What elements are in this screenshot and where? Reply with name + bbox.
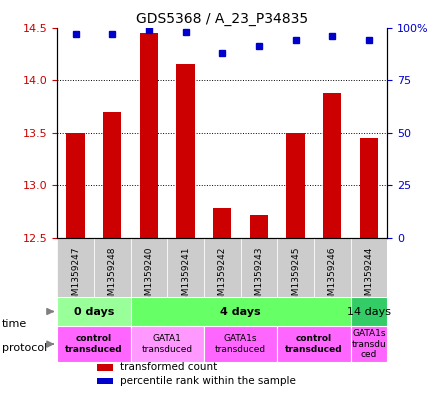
Text: GSM1359247: GSM1359247 <box>71 247 80 307</box>
Text: GATA1
transduced: GATA1 transduced <box>142 334 193 354</box>
Bar <box>103 112 121 238</box>
Text: GSM1359243: GSM1359243 <box>254 247 264 307</box>
Text: 14 days: 14 days <box>347 307 391 316</box>
FancyBboxPatch shape <box>351 326 387 362</box>
Text: 0 days: 0 days <box>73 307 114 316</box>
Text: GSM1359241: GSM1359241 <box>181 247 190 307</box>
Bar <box>176 64 194 238</box>
Text: GSM1359245: GSM1359245 <box>291 247 300 307</box>
FancyBboxPatch shape <box>167 238 204 297</box>
FancyBboxPatch shape <box>277 326 351 362</box>
FancyBboxPatch shape <box>351 238 387 297</box>
FancyBboxPatch shape <box>204 238 241 297</box>
FancyBboxPatch shape <box>204 326 277 362</box>
FancyBboxPatch shape <box>57 297 131 326</box>
FancyBboxPatch shape <box>57 326 131 362</box>
Text: GSM1359244: GSM1359244 <box>364 247 374 307</box>
Bar <box>140 33 158 238</box>
FancyBboxPatch shape <box>314 238 351 297</box>
Bar <box>286 133 305 238</box>
Bar <box>250 215 268 238</box>
Text: control
transduced: control transduced <box>285 334 343 354</box>
Text: GSM1359240: GSM1359240 <box>144 247 154 307</box>
Text: transformed count: transformed count <box>120 362 217 372</box>
FancyBboxPatch shape <box>131 297 351 326</box>
Text: protocol: protocol <box>2 343 48 353</box>
FancyBboxPatch shape <box>351 297 387 326</box>
Text: 4 days: 4 days <box>220 307 261 316</box>
FancyBboxPatch shape <box>131 238 167 297</box>
FancyBboxPatch shape <box>277 238 314 297</box>
FancyBboxPatch shape <box>57 238 94 297</box>
FancyBboxPatch shape <box>241 238 277 297</box>
Text: time: time <box>2 319 27 329</box>
Bar <box>323 93 341 238</box>
Text: percentile rank within the sample: percentile rank within the sample <box>120 376 296 386</box>
Text: GSM1359246: GSM1359246 <box>328 247 337 307</box>
FancyBboxPatch shape <box>94 238 131 297</box>
Text: GSM1359242: GSM1359242 <box>218 247 227 307</box>
Text: GATA1s
transdu
ced: GATA1s transdu ced <box>352 329 386 359</box>
Bar <box>213 208 231 238</box>
Bar <box>66 133 85 238</box>
Text: control
transduced: control transduced <box>65 334 123 354</box>
Bar <box>97 378 114 384</box>
Bar <box>360 138 378 238</box>
Text: GSM1359248: GSM1359248 <box>108 247 117 307</box>
Text: GATA1s
transduced: GATA1s transduced <box>215 334 266 354</box>
Bar <box>97 364 114 371</box>
Title: GDS5368 / A_23_P34835: GDS5368 / A_23_P34835 <box>136 13 308 26</box>
FancyBboxPatch shape <box>131 326 204 362</box>
